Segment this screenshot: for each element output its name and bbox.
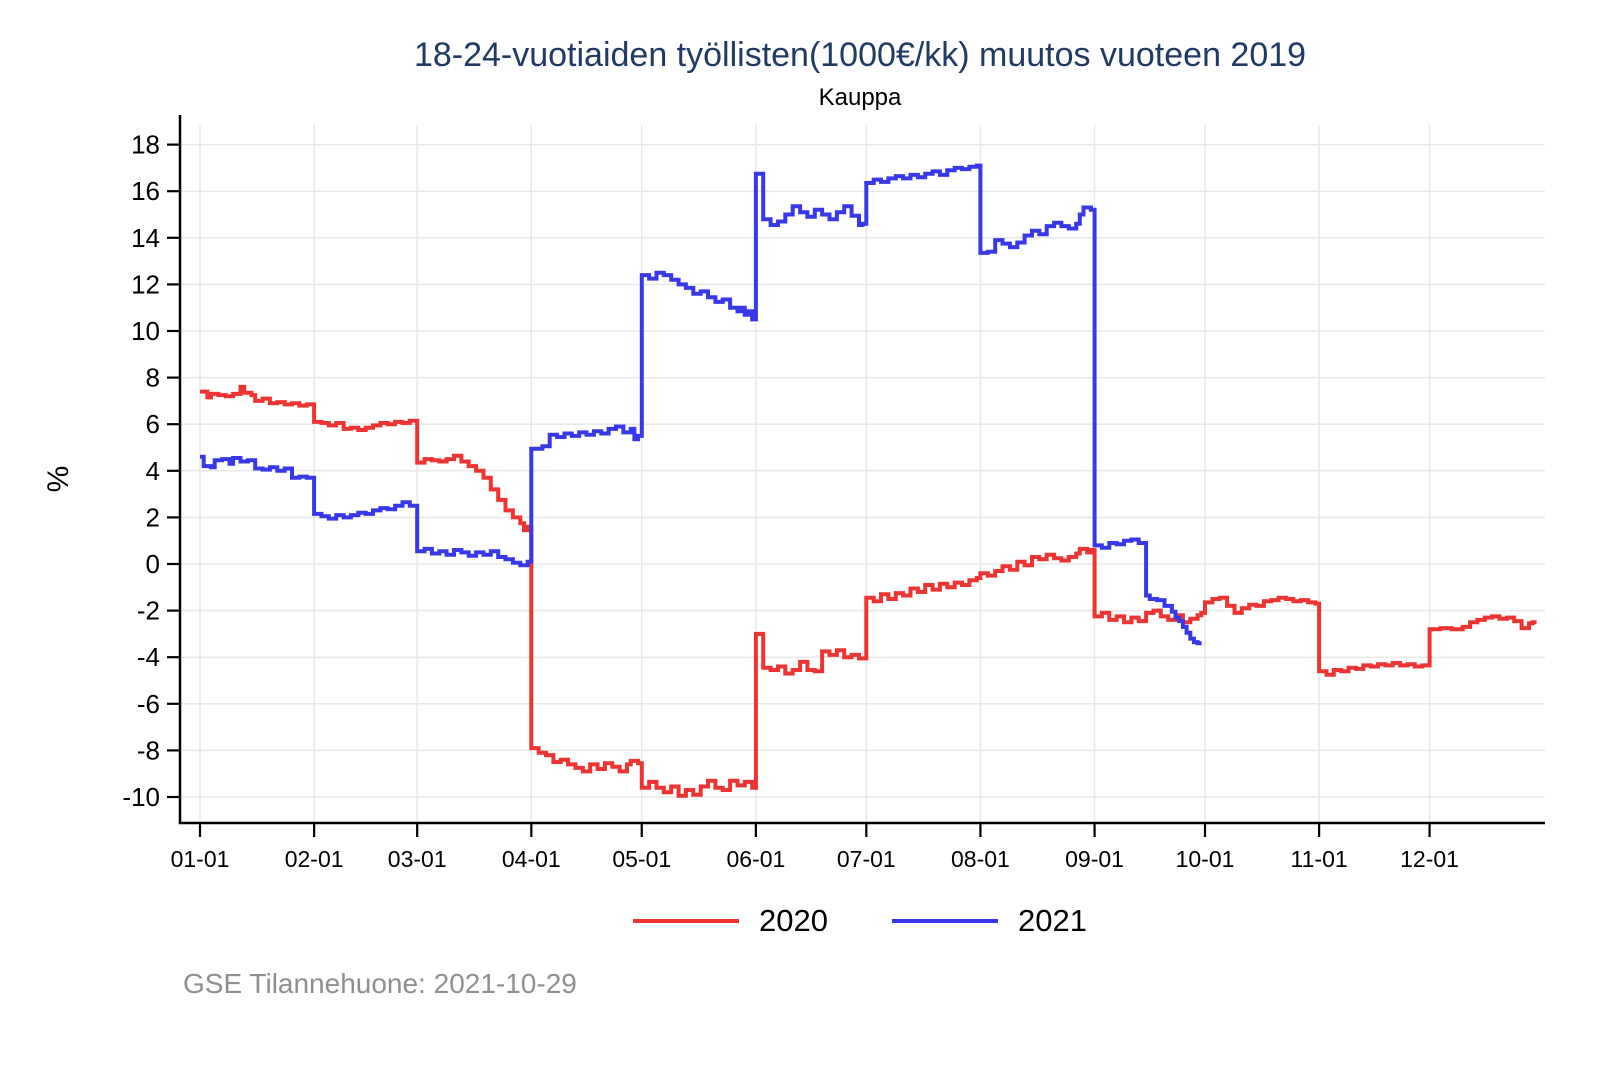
y-tick-label: 4: [146, 456, 160, 486]
y-tick-label: 18: [131, 130, 160, 160]
x-tick-label: 06-01: [726, 846, 785, 872]
y-tick-label: 0: [146, 549, 160, 579]
x-tick-label: 10-01: [1176, 846, 1235, 872]
chart-subtitle: Kauppa: [818, 84, 902, 111]
y-axis-title: %: [42, 466, 75, 493]
y-tick-label: 10: [131, 316, 160, 346]
series-line-2020: [200, 384, 1537, 798]
y-tick-label: -8: [137, 735, 160, 765]
x-tick-label: 02-01: [285, 846, 344, 872]
x-tick-label: 04-01: [502, 846, 561, 872]
x-tick-label: 03-01: [388, 846, 447, 872]
chart-title: 18-24-vuotiaiden työllisten(1000€/kk) mu…: [413, 36, 1307, 74]
y-tick-label: -2: [137, 596, 160, 626]
legend-line-swatch-2020: [633, 919, 740, 923]
chart-legend: 2020 2021: [180, 903, 1540, 939]
source-note: GSE Tilannehuone: 2021-10-29: [183, 968, 577, 999]
x-tick-label: 11-01: [1291, 846, 1348, 872]
y-tick-label: -6: [137, 689, 160, 719]
series-line-2021: [200, 163, 1202, 646]
y-tick-label: 6: [146, 409, 160, 439]
axis-tick-labels: -10 -8 -6 -4 -2 0 2 4 6 8 10 12 14 16 18 01-01 02-01 03-0…: [122, 130, 1459, 872]
x-tick-label: 12-01: [1400, 846, 1459, 872]
axis-ticks: [167, 143, 1431, 837]
y-tick-label: 16: [131, 176, 160, 206]
x-tick-label: 07-01: [837, 846, 896, 872]
legend-label-2020: 2020: [759, 903, 828, 938]
y-tick-label: 8: [146, 363, 160, 393]
legend-item-2020: 2020: [633, 903, 828, 939]
x-tick-label: 05-01: [612, 846, 671, 872]
x-tick-label: 09-01: [1065, 846, 1124, 872]
x-tick-label: 01-01: [171, 846, 230, 872]
legend-item-2021: 2021: [892, 903, 1087, 939]
y-tick-label: -4: [137, 642, 160, 672]
y-axis-title-text: %: [42, 466, 75, 493]
x-tick-label: 08-01: [951, 846, 1010, 872]
legend-line-swatch-2021: [892, 919, 998, 923]
legend-label-2021: 2021: [1018, 903, 1087, 938]
axes: [178, 115, 1545, 825]
y-tick-label: 2: [146, 502, 160, 532]
y-tick-label: 14: [131, 223, 160, 253]
gridlines: [180, 125, 1545, 823]
y-tick-label: -10: [122, 782, 160, 812]
y-tick-label: 12: [131, 269, 160, 299]
data-series: [200, 163, 1537, 798]
